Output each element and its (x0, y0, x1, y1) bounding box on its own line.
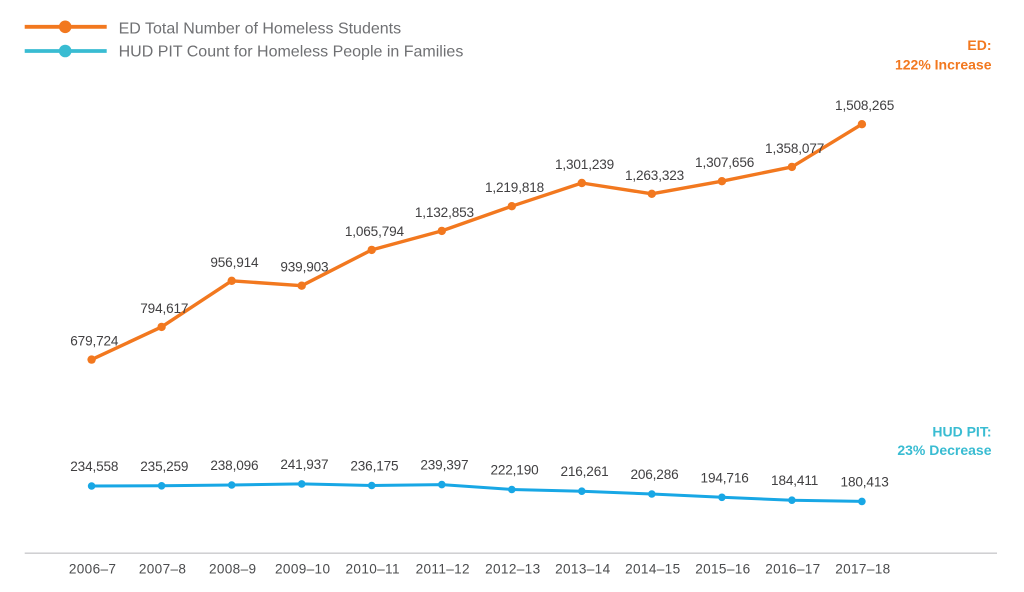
svg-text:184,411: 184,411 (771, 473, 818, 488)
svg-text:1,065,794: 1,065,794 (345, 224, 405, 239)
svg-text:1,263,323: 1,263,323 (625, 168, 684, 183)
svg-text:2014–15: 2014–15 (625, 562, 680, 577)
svg-text:1,219,818: 1,219,818 (485, 180, 544, 195)
svg-text:194,716: 194,716 (701, 470, 749, 485)
svg-text:1,132,853: 1,132,853 (415, 205, 474, 220)
svg-text:1,358,077: 1,358,077 (765, 141, 824, 156)
svg-text:2007–8: 2007–8 (139, 562, 186, 577)
svg-text:222,190: 222,190 (490, 463, 539, 478)
svg-text:939,903: 939,903 (280, 260, 328, 275)
svg-text:235,259: 235,259 (140, 459, 188, 474)
svg-text:206,286: 206,286 (630, 467, 678, 482)
svg-text:234,558: 234,558 (70, 459, 118, 474)
svg-text:HUD PIT Count for Homeless Peo: HUD PIT Count for Homeless People in Fam… (119, 44, 464, 61)
svg-text:679,724: 679,724 (70, 334, 119, 349)
svg-text:2015–16: 2015–16 (695, 562, 750, 577)
svg-text:HUD PIT:: HUD PIT: (932, 424, 991, 440)
svg-text:2010–11: 2010–11 (346, 562, 400, 577)
svg-text:2006–7: 2006–7 (69, 562, 116, 577)
svg-text:1,301,239: 1,301,239 (555, 157, 614, 172)
svg-text:2013–14: 2013–14 (555, 562, 610, 577)
svg-text:2016–17: 2016–17 (765, 562, 820, 577)
svg-text:2017–18: 2017–18 (835, 562, 890, 577)
svg-text:2008–9: 2008–9 (209, 562, 256, 577)
svg-text:23% Decrease: 23% Decrease (897, 442, 991, 458)
svg-text:956,914: 956,914 (210, 255, 259, 270)
svg-text:2009–10: 2009–10 (275, 562, 330, 577)
svg-text:2011–12: 2011–12 (416, 562, 470, 577)
svg-text:216,261: 216,261 (560, 464, 608, 479)
svg-text:794,617: 794,617 (140, 301, 188, 316)
svg-text:241,937: 241,937 (280, 457, 328, 472)
svg-text:236,175: 236,175 (350, 459, 398, 474)
svg-text:ED Total Number of Homeless St: ED Total Number of Homeless Students (119, 21, 402, 38)
svg-text:239,397: 239,397 (420, 458, 468, 473)
svg-text:ED:: ED: (967, 37, 991, 53)
svg-text:2012–13: 2012–13 (485, 562, 540, 577)
svg-text:238,096: 238,096 (210, 458, 258, 473)
svg-text:180,413: 180,413 (841, 474, 889, 489)
svg-text:1,508,265: 1,508,265 (835, 98, 894, 113)
svg-text:1,307,656: 1,307,656 (695, 155, 754, 170)
svg-text:122% Increase: 122% Increase (895, 56, 992, 72)
